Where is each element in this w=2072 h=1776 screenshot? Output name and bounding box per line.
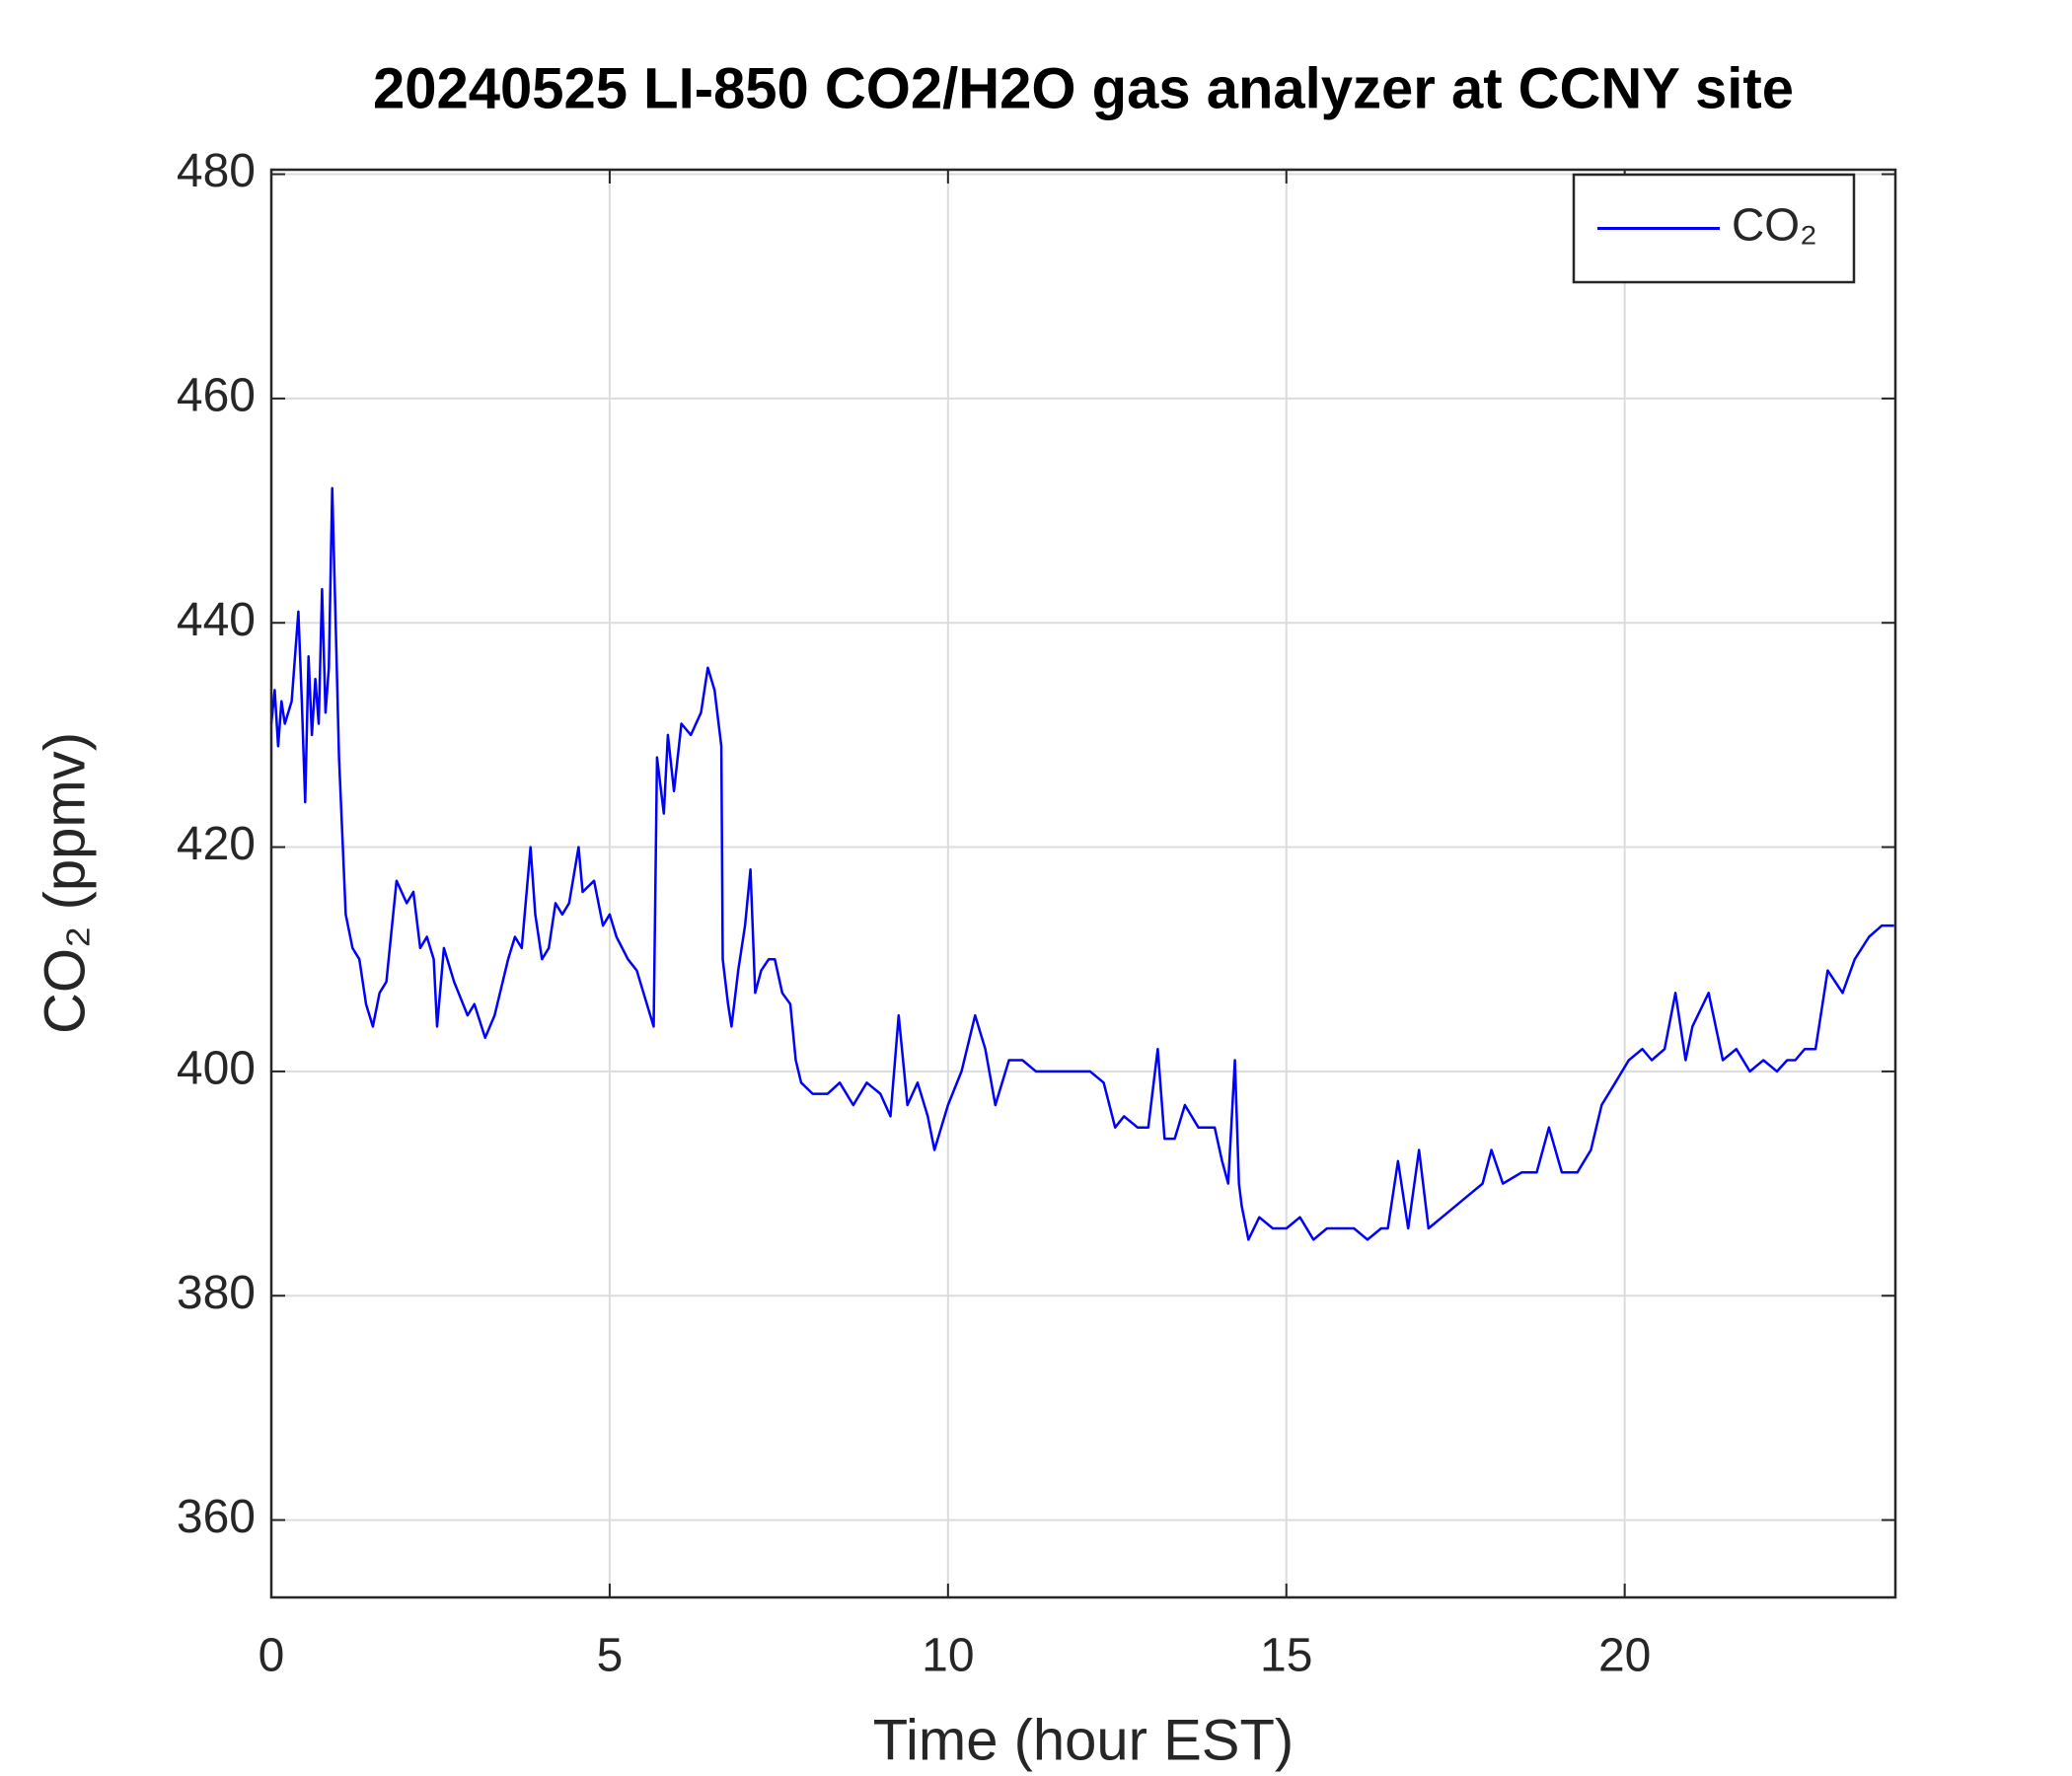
y-tick-label: 480 — [177, 145, 256, 197]
chart-title: 20240525 LI-850 CO2/H2O gas analyzer at … — [373, 56, 1794, 120]
x-axis-label: Time (hour EST) — [873, 1708, 1294, 1772]
data-line — [269, 486, 1894, 1241]
y-tick-label: 440 — [177, 594, 256, 646]
axes-box — [269, 168, 1897, 1599]
x-tick-label: 10 — [922, 1630, 974, 1682]
x-tick-label: 5 — [597, 1630, 624, 1682]
y-tick-label: 400 — [177, 1043, 256, 1095]
legend-label: CO₂ — [1732, 199, 1817, 251]
y-tick-label: 360 — [177, 1491, 256, 1543]
y-tick-label: 380 — [177, 1267, 256, 1319]
x-tick-label: 20 — [1598, 1630, 1651, 1682]
x-tick-label: 15 — [1260, 1630, 1312, 1682]
y-tick-label: 420 — [177, 818, 256, 870]
y-tick-label: 460 — [177, 370, 256, 422]
x-tick-label: 0 — [259, 1630, 285, 1682]
y-axis-label: CO₂ (ppmv) — [33, 732, 97, 1034]
